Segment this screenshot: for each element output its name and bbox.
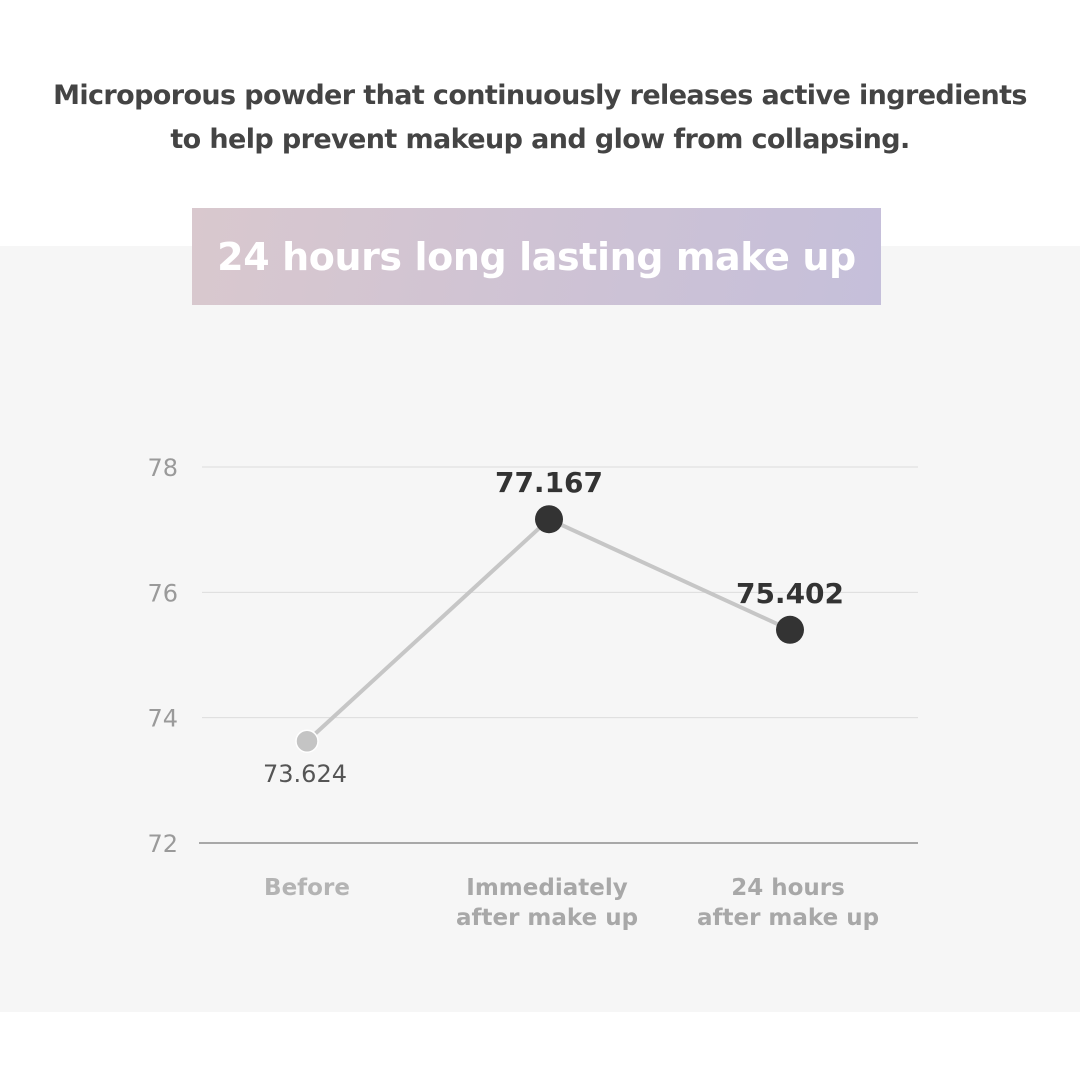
x-tick-label: after make up [456,905,638,931]
headline-line-2: to help prevent makeup and glow from col… [170,124,910,155]
y-tick-label: 74 [147,705,178,733]
series-line-segment [547,517,792,632]
series-line-segment [305,517,551,744]
data-label: 73.624 [263,760,347,788]
y-tick-label: 72 [147,830,178,858]
data-label: 75.402 [736,577,844,610]
y-tick-label: 76 [147,579,178,607]
data-point [535,505,563,534]
chart-title: 24 hours long lasting make up [217,234,856,279]
headline-line-1: Microporous powder that continuously rel… [53,80,1027,111]
data-label: 77.167 [495,466,603,499]
chart-panel [0,246,1080,1012]
data-point [295,729,319,753]
data-point [776,615,804,644]
x-tick-label: after make up [697,905,879,931]
y-tick-label: 78 [147,454,178,482]
x-tick-label: Immediately [466,875,627,901]
chart-title-banner: 24 hours long lasting make up [192,208,881,305]
x-tick-label: Before [264,875,350,901]
x-tick-label: 24 hours [731,875,845,901]
headline: Microporous powder that continuously rel… [40,74,1040,162]
